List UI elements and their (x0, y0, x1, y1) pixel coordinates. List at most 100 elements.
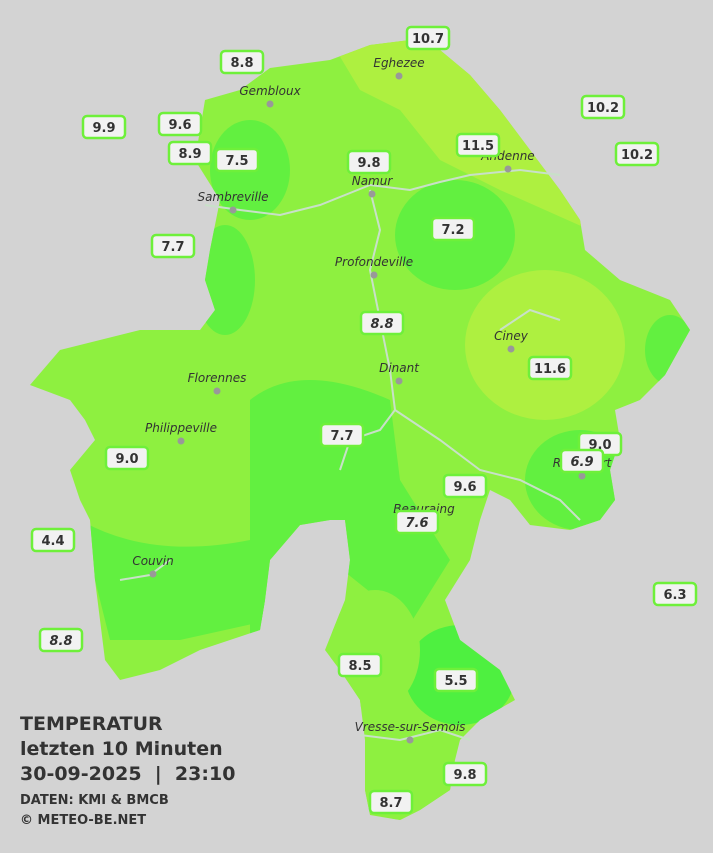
station: 9.6 (442, 473, 488, 499)
city-dot (229, 206, 237, 214)
station: 9.6 (157, 111, 203, 137)
station-value: 9.6 (453, 480, 476, 495)
station: 10.2 (580, 94, 626, 120)
station: 8.7 (368, 789, 414, 815)
timestamp: 30-09-2025 | 23:10 (20, 763, 235, 785)
city-dot (266, 100, 274, 108)
city-dot (149, 570, 157, 578)
station-value: 10.2 (621, 148, 653, 163)
station-box (527, 355, 573, 381)
city-dot (395, 377, 403, 385)
station: 4.4 (30, 527, 76, 553)
station-value: 8.8 (370, 317, 393, 332)
city-dot (177, 437, 185, 445)
station-box (433, 667, 479, 693)
station-box (614, 141, 660, 167)
city-dot (395, 72, 403, 80)
station-value: 7.7 (161, 240, 184, 255)
station-box (405, 25, 451, 51)
station-value: 7.2 (441, 223, 464, 238)
station-box (346, 149, 392, 175)
station-value: 9.9 (92, 121, 115, 136)
city-label: Dinant (379, 361, 420, 375)
station: 7.2 (430, 216, 476, 242)
station-value: 8.8 (230, 56, 253, 71)
station-box (157, 111, 203, 137)
station: 10.2 (614, 141, 660, 167)
city-dot (370, 271, 378, 279)
station-box (214, 147, 260, 173)
station-value: 8.7 (379, 796, 402, 811)
station-box (167, 140, 213, 166)
station: 11.5 (455, 132, 501, 158)
city-label: Namur (352, 174, 394, 188)
station: 5.5 (433, 667, 479, 693)
station: 8.5 (337, 652, 383, 678)
station-box (30, 527, 76, 553)
station-box (394, 509, 440, 535)
station-value: 9.8 (453, 768, 476, 783)
station: 8.8 (38, 627, 84, 653)
station-value: 6.3 (663, 588, 686, 603)
station-value: 7.5 (225, 154, 248, 169)
station-value: 4.4 (41, 534, 64, 549)
title: TEMPERATUR (20, 713, 163, 735)
station-box (359, 310, 405, 336)
credit: © METEO-BE.NET (20, 813, 146, 828)
city-dot (507, 345, 515, 353)
station: 6.9 (559, 448, 605, 474)
station: 9.9 (81, 114, 127, 140)
city-label: Florennes (188, 371, 247, 385)
city-label: Eghezee (373, 56, 424, 70)
source: DATEN: KMI & BMCB (20, 793, 169, 808)
station-box (81, 114, 127, 140)
station-box (319, 422, 365, 448)
station-value: 8.5 (348, 659, 371, 674)
station-box (430, 216, 476, 242)
city-label: Profondeville (335, 255, 413, 269)
city-dot (213, 387, 221, 395)
station-box (104, 445, 150, 471)
city-label: Ciney (494, 329, 529, 343)
station-box (442, 761, 488, 787)
station-value: 8.9 (178, 147, 201, 162)
city-label: Gembloux (239, 84, 301, 98)
city-dot (578, 472, 586, 480)
station-box (559, 448, 605, 474)
station-value: 5.5 (444, 674, 467, 689)
station-box (580, 94, 626, 120)
station-box (337, 652, 383, 678)
station-value: 7.7 (330, 429, 353, 444)
station-box (442, 473, 488, 499)
station-box (652, 581, 698, 607)
city-dot (504, 165, 512, 173)
station: 8.8 (219, 49, 265, 75)
station-value: 7.6 (405, 516, 428, 531)
station: 10.7 (405, 25, 451, 51)
city-label: Couvin (132, 554, 173, 568)
city-label: Sambreville (197, 190, 268, 204)
station-value: 6.9 (570, 455, 593, 470)
station-value: 8.8 (49, 634, 72, 649)
subtitle: letzten 10 Minuten (20, 738, 223, 760)
station: 7.5 (214, 147, 260, 173)
station: 9.8 (346, 149, 392, 175)
station-box (38, 627, 84, 653)
station-value: 10.2 (587, 101, 619, 116)
station-value: 9.6 (168, 118, 191, 133)
station-box (368, 789, 414, 815)
station: 9.0 (104, 445, 150, 471)
station-value: 11.6 (534, 362, 566, 377)
station-box (150, 233, 196, 259)
station: 8.9 (167, 140, 213, 166)
station-value: 9.8 (357, 156, 380, 171)
station-value: 11.5 (462, 139, 494, 154)
station-value: 9.0 (115, 452, 138, 467)
station-box (455, 132, 501, 158)
station: 8.8 (359, 310, 405, 336)
station: 7.6 (394, 509, 440, 535)
stations: 10.7 8.8 9.9 9.6 8.9 7.5 9.8 11.5 10.2 10.2 7.7 7.2… (30, 25, 698, 815)
station: 11.6 (527, 355, 573, 381)
city-label: Philippeville (145, 421, 217, 435)
